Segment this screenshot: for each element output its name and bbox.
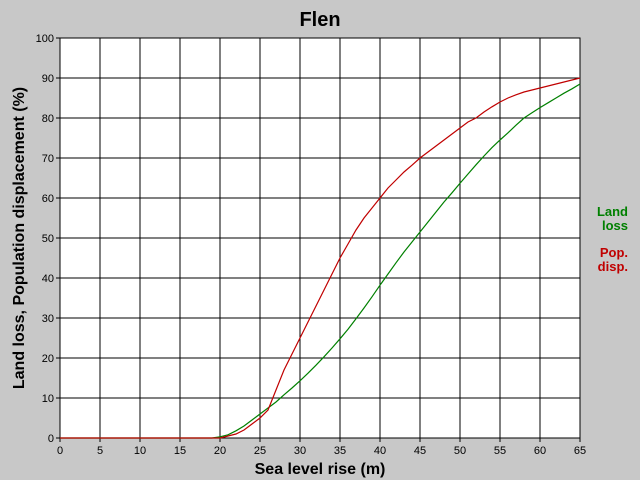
series-lines bbox=[60, 77, 581, 439]
x-tick-label: 10 bbox=[134, 445, 146, 457]
x-tick-label: 25 bbox=[254, 445, 266, 457]
x-tick-label: 20 bbox=[214, 445, 226, 457]
y-tick-label: 70 bbox=[42, 153, 54, 165]
y-tick-label: 100 bbox=[36, 33, 54, 45]
x-axis-label: Sea level rise (m) bbox=[255, 461, 386, 478]
x-tick-label: 40 bbox=[374, 445, 386, 457]
x-tick-label: 5 bbox=[97, 445, 103, 457]
y-tick-label: 90 bbox=[42, 73, 54, 85]
legend-entry-land-loss: Land bbox=[597, 204, 628, 219]
x-tick-label: 15 bbox=[174, 445, 186, 457]
y-axis-label: Land loss, Population displacement (%) bbox=[11, 87, 28, 389]
y-axis-ticks: 0 10 20 30 40 50 60 70 80 90 100 bbox=[36, 33, 60, 445]
x-tick-label: 55 bbox=[494, 445, 506, 457]
x-tick-label: 0 bbox=[57, 445, 63, 457]
series-line-land-loss bbox=[60, 83, 581, 439]
series-line-pop-disp bbox=[60, 77, 581, 439]
x-tick-label: 35 bbox=[334, 445, 346, 457]
x-tick-label: 50 bbox=[454, 445, 466, 457]
y-tick-label: 20 bbox=[42, 353, 54, 365]
y-tick-label: 10 bbox=[42, 393, 54, 405]
y-tick-label: 60 bbox=[42, 193, 54, 205]
y-tick-label: 0 bbox=[48, 433, 54, 445]
x-tick-label: 65 bbox=[574, 445, 586, 457]
y-tick-label: 30 bbox=[42, 313, 54, 325]
legend-entry-land-loss: loss bbox=[602, 218, 628, 233]
y-tick-label: 40 bbox=[42, 273, 54, 285]
y-tick-label: 80 bbox=[42, 113, 54, 125]
y-tick-label: 50 bbox=[42, 233, 54, 245]
grid bbox=[59, 37, 581, 439]
chart-title: Flen bbox=[299, 9, 340, 31]
x-axis-ticks: 0 5 10 15 20 25 30 35 40 45 50 55 60 65 bbox=[57, 438, 586, 457]
x-tick-label: 30 bbox=[294, 445, 306, 457]
x-tick-label: 60 bbox=[534, 445, 546, 457]
x-tick-label: 45 bbox=[414, 445, 426, 457]
legend-entry-pop-disp: disp. bbox=[598, 259, 628, 274]
legend-entry-pop-disp: Pop. bbox=[600, 245, 628, 260]
